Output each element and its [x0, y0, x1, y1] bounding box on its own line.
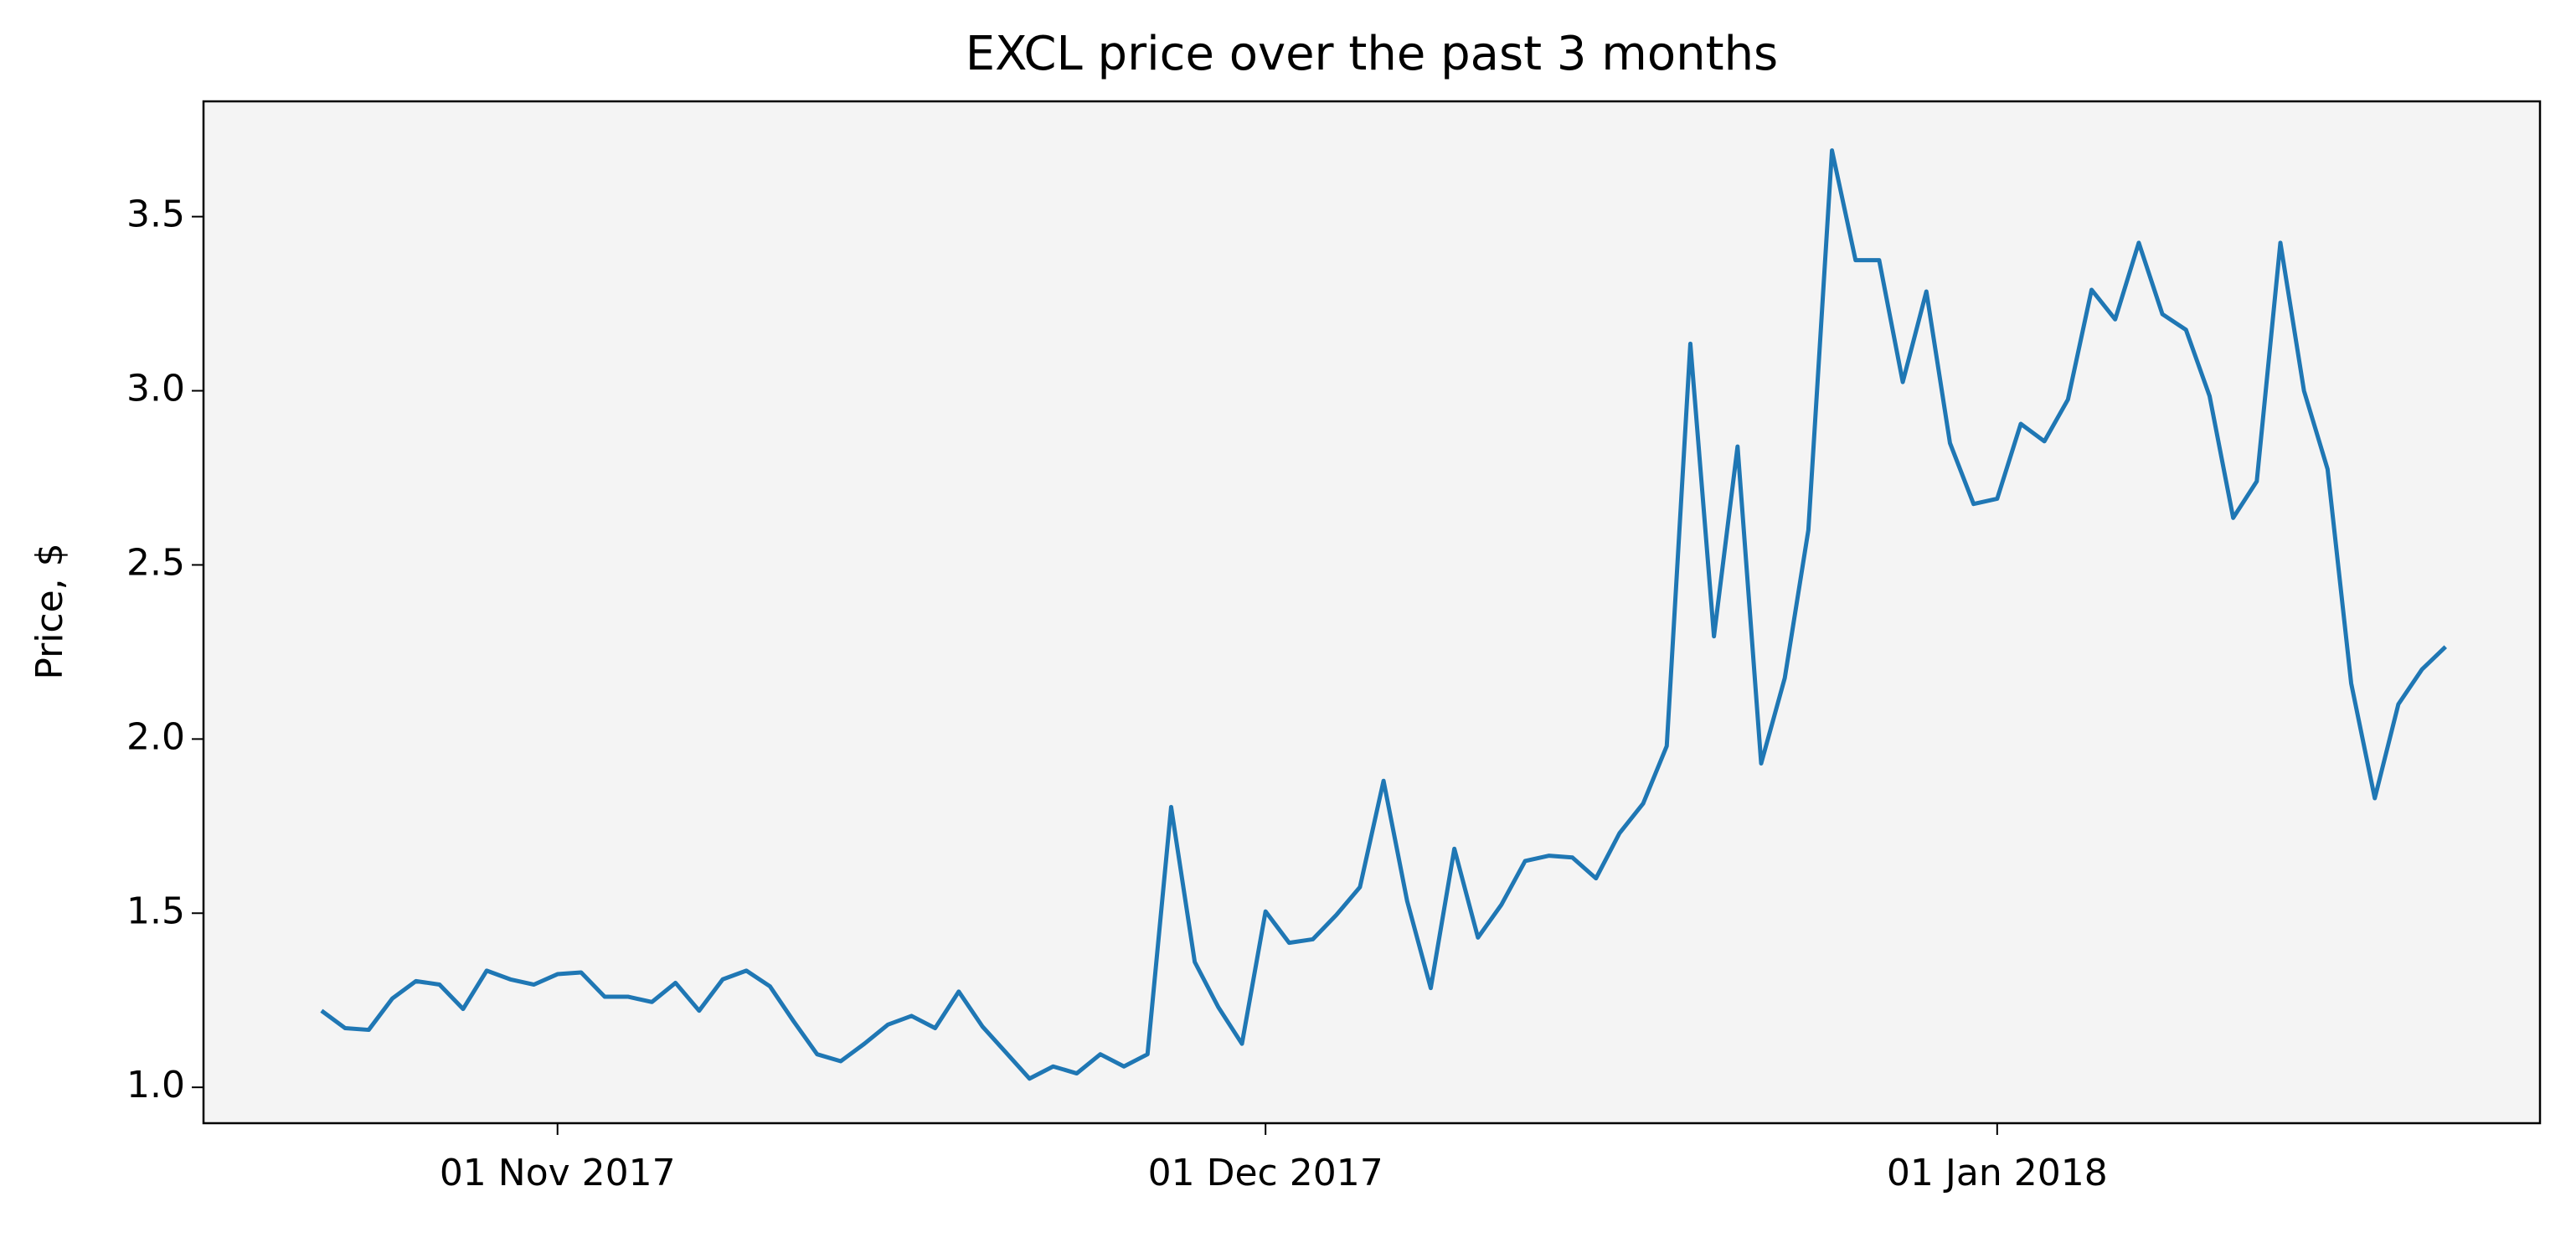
y-tick-label: 3.0 [126, 368, 185, 410]
y-tick-label: 1.0 [126, 1064, 185, 1106]
chart-title: EXCL price over the past 3 months [966, 27, 1778, 81]
y-tick-label: 1.5 [126, 890, 185, 932]
y-axis-label: Price, $ [28, 543, 71, 679]
plot-background [204, 101, 2540, 1123]
y-tick-label: 2.0 [126, 715, 185, 758]
y-tick-label: 3.5 [126, 193, 185, 236]
x-tick-label: 01 Dec 2017 [1148, 1152, 1383, 1194]
price-line [320, 148, 2448, 1081]
x-tick-label: 01 Jan 2018 [1887, 1152, 2108, 1194]
plot-frame [202, 100, 2542, 1125]
y-tick-label: 2.5 [126, 541, 185, 584]
x-tick-label: 01 Nov 2017 [440, 1152, 676, 1194]
